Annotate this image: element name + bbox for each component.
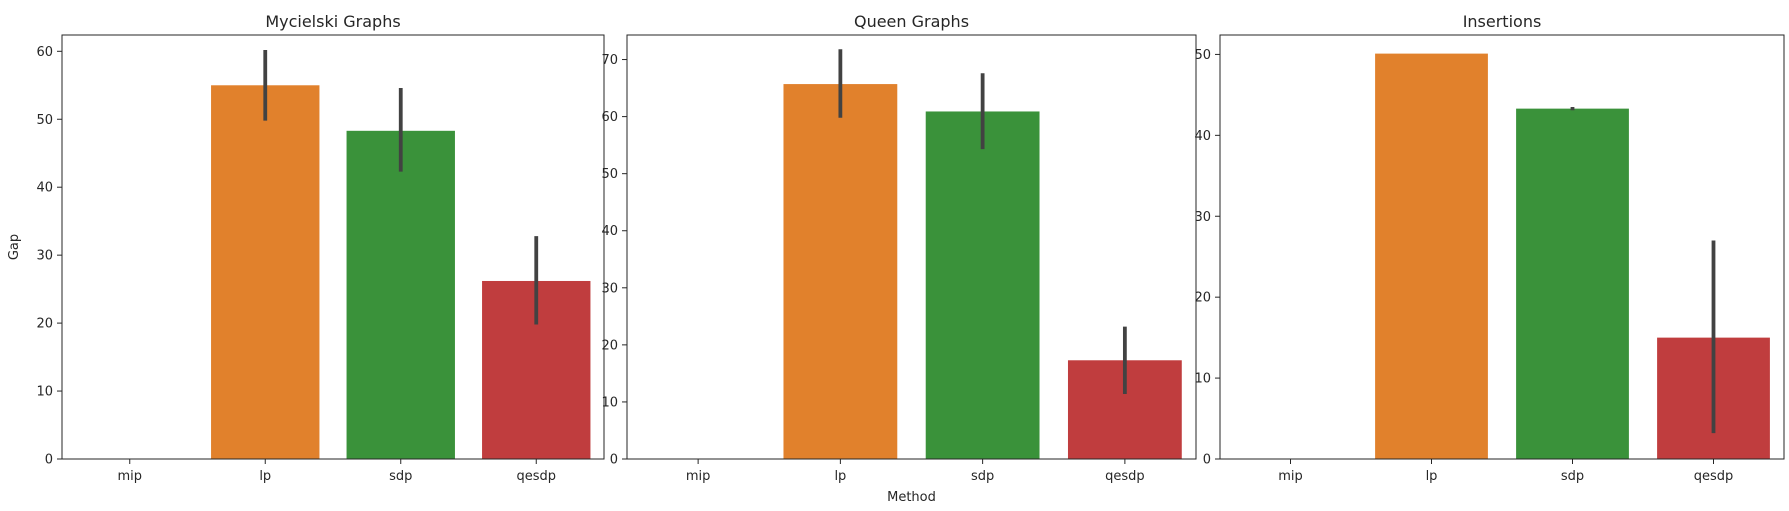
bar-lp xyxy=(1375,53,1488,459)
y-tick-label: 50 xyxy=(1194,48,1211,63)
y-tick-label: 40 xyxy=(601,224,618,239)
bar-sdp xyxy=(346,130,455,460)
y-tick-label: 60 xyxy=(36,45,53,60)
x-tick-label: qesdp xyxy=(1694,469,1734,484)
y-tick-label: 30 xyxy=(36,249,53,264)
axes-frame xyxy=(626,34,1197,460)
x-tick-label: sdp xyxy=(971,469,994,484)
chart-title: Queen Graphs xyxy=(854,12,969,31)
x-axis-label: Method xyxy=(887,490,936,505)
y-axis-label: Gap xyxy=(7,234,22,260)
y-tick-label: 40 xyxy=(36,181,53,196)
y-tick-label: 0 xyxy=(610,453,618,468)
x-tick-label: qesdp xyxy=(1105,469,1145,484)
bar-lp xyxy=(211,85,320,460)
y-tick-label: 70 xyxy=(601,53,618,68)
subplot-mycielski-graphs: Mycielski Graphs Gap 0 10 20 30 40 50 60 mip lp s… xyxy=(7,12,605,484)
x-tick-label: mip xyxy=(117,469,142,484)
x-tick-label: sdp xyxy=(1561,469,1584,484)
bar-lp xyxy=(783,84,898,459)
x-tick-label: qesdp xyxy=(516,469,556,484)
y-tick-label: 10 xyxy=(601,395,618,410)
axes-frame xyxy=(1219,34,1785,460)
y-tick-label: 20 xyxy=(601,338,618,353)
x-tick-label: lp xyxy=(1426,469,1438,484)
y-tick-label: 30 xyxy=(601,281,618,296)
bar-sdp xyxy=(1516,108,1629,459)
y-tick-label: 20 xyxy=(1194,291,1211,306)
y-tick-label: 10 xyxy=(1194,372,1211,387)
bar-sdp xyxy=(925,111,1040,459)
y-tick-label: 10 xyxy=(36,385,53,400)
y-tick-label: 0 xyxy=(45,453,53,468)
y-tick-label: 20 xyxy=(36,317,53,332)
axes-frame xyxy=(61,34,605,460)
y-tick-label: 30 xyxy=(1194,210,1211,225)
chart-title: Insertions xyxy=(1463,12,1542,31)
y-tick-label: 40 xyxy=(1194,129,1211,144)
chart-title: Mycielski Graphs xyxy=(265,12,400,31)
y-tick-label: 60 xyxy=(601,110,618,125)
y-tick-label: 50 xyxy=(601,167,618,182)
y-tick-label: 50 xyxy=(36,113,53,128)
x-tick-label: sdp xyxy=(389,469,412,484)
subplot-queen-graphs: Queen Graphs Method 0 10 20 30 40 50 60 70 mip lp… xyxy=(601,12,1197,505)
subplot-insertions: Insertions 0 10 20 30 40 50 mip lp sdp qesdp xyxy=(1194,12,1785,484)
x-tick-label: mip xyxy=(686,469,711,484)
x-tick-label: mip xyxy=(1278,469,1303,484)
x-tick-label: lp xyxy=(259,469,271,484)
y-tick-label: 0 xyxy=(1203,453,1211,468)
x-tick-label: lp xyxy=(834,469,846,484)
